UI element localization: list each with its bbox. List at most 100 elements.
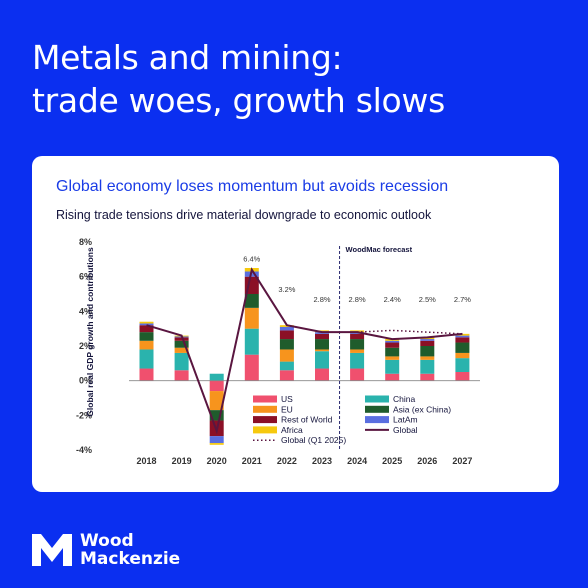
y-tick-label: 8%	[79, 237, 92, 247]
legend-label-rest-of-world: Rest of World	[281, 415, 333, 425]
bar-segment-africa	[139, 321, 154, 324]
bar-segment-china	[139, 349, 154, 369]
bar-segment-eu	[455, 352, 470, 359]
bar-segment-latam	[420, 339, 435, 341]
bar-segment-asia-ex-china	[279, 339, 294, 350]
x-tick-label: 2024	[347, 456, 367, 466]
bar-segment-eu	[174, 347, 189, 353]
bar-segment-eu	[385, 356, 400, 360]
legend-swatch-asia-ex-china	[365, 405, 389, 413]
legend-swatch-us	[253, 395, 277, 403]
bar-segment-us	[455, 372, 470, 381]
bar-segment-eu	[244, 307, 259, 329]
global-line	[146, 267, 463, 435]
bar-segment-china	[315, 351, 329, 369]
headline-line-1: Metals and mining:	[32, 38, 343, 77]
x-tick-label: 2020	[207, 456, 227, 466]
legend-swatch-latam	[365, 416, 389, 424]
data-label: 2.8%	[349, 295, 366, 304]
legend-swatch-rest-of-world	[253, 416, 277, 424]
chart-title: Global economy loses momentum but avoids…	[56, 178, 449, 195]
y-tick-label: 2%	[79, 341, 92, 351]
global-q1-2025-line	[357, 329, 463, 335]
x-tick-label: 2018	[136, 456, 156, 466]
x-tick-label: 2019	[172, 456, 192, 466]
bar-segment-eu	[315, 349, 329, 352]
bar-segment-rest-of-world	[174, 337, 189, 341]
bar-segment-asia-ex-china	[174, 340, 189, 348]
bar-segment-rest-of-world	[315, 333, 329, 340]
bar-segment-china	[209, 373, 224, 381]
bar-segment-us	[244, 354, 259, 381]
bar-segment-africa	[209, 443, 224, 445]
y-tick-label: -2%	[76, 410, 92, 420]
y-tick-label: 4%	[79, 306, 92, 316]
x-tick-label: 2022	[277, 456, 297, 466]
chart-subtitle: Rising trade tensions drive material dow…	[56, 208, 432, 222]
bar-segment-eu	[139, 340, 154, 350]
bar-segment-rest-of-world	[385, 342, 400, 348]
bar-segment-china	[279, 361, 294, 371]
bar-segment-us	[420, 373, 435, 381]
forecast-annotation: WoodMac forecast	[346, 245, 413, 254]
chart-card: Global economy loses momentum but avoids…	[32, 156, 559, 492]
bar-segment-rest-of-world	[139, 325, 154, 333]
gdp-chart: 8% 6% 4% 2% 0% -2% -4% Global real GDP growth a…	[76, 237, 480, 466]
bar-segment-asia-ex-china	[139, 332, 154, 341]
bar-segment-eu	[420, 356, 435, 360]
bar-segment-us	[209, 380, 224, 392]
bar-segment-us	[350, 368, 365, 381]
data-label: 2.7%	[454, 295, 471, 304]
legend-label-asia-ex-china: Asia (ex China)	[393, 404, 451, 414]
bar-segment-rest-of-world	[350, 333, 365, 340]
bar-segment-us	[385, 373, 400, 381]
x-tick-label: 2027	[452, 456, 472, 466]
legend-swatch-africa	[253, 426, 277, 434]
legend-label-global: Global	[393, 425, 418, 435]
y-tick-label: 6%	[79, 272, 92, 282]
y-tick-label: -4%	[76, 445, 92, 455]
bar-segment-latam	[385, 340, 400, 343]
legend-label-africa: Africa	[281, 425, 303, 435]
bar-segment-china	[455, 358, 470, 372]
bar-segment-asia-ex-china	[244, 294, 259, 308]
x-tick-label: 2021	[242, 456, 262, 466]
bar-segment-us	[174, 370, 189, 381]
bar-segment-china	[385, 359, 400, 374]
bar-segment-rest-of-world	[455, 337, 470, 343]
legend-label-eu: EU	[281, 404, 293, 414]
bar-segment-us	[139, 368, 154, 381]
bar-segment-asia-ex-china	[315, 339, 329, 350]
legend-label-global-q1-2025: Global (Q1 2025)	[281, 435, 346, 445]
bar-segment-china	[244, 328, 259, 355]
data-label: 2.5%	[419, 295, 436, 304]
x-tick-label: 2025	[382, 456, 402, 466]
bar-segment-latam	[455, 335, 470, 338]
legend-swatch-eu	[253, 405, 277, 413]
bar-segment-asia-ex-china	[209, 410, 224, 421]
brand-name: Wood Mackenzie	[80, 532, 180, 568]
bar-segment-us	[315, 368, 329, 381]
legend-swatch-china	[365, 395, 389, 403]
bar-segment-latam	[209, 436, 224, 444]
bar-segment-rest-of-world	[420, 340, 435, 346]
data-label: 2.8%	[313, 295, 330, 304]
bar-segment-china	[420, 359, 435, 374]
wood-mackenzie-logo: Wood Mackenzie	[32, 532, 180, 568]
legend-label-latam: LatAm	[393, 415, 418, 425]
brand-line-1: Wood	[80, 531, 134, 551]
bar-segment-latam	[279, 326, 294, 331]
bar-segment-china	[174, 352, 189, 371]
bar-segment-asia-ex-china	[385, 347, 400, 357]
bar-segment-asia-ex-china	[420, 346, 435, 357]
x-tick-label: 2023	[312, 456, 332, 466]
legend-label-china: China	[393, 394, 415, 404]
headline-line-2: trade woes, growth slows	[32, 81, 445, 120]
y-tick-label: 0%	[79, 376, 92, 386]
data-label: 3.2%	[278, 285, 295, 294]
bar-segment-eu	[209, 391, 224, 411]
legend-label-us: US	[281, 394, 293, 404]
bar-segment-rest-of-world	[279, 330, 294, 340]
x-tick-label: 2026	[417, 456, 437, 466]
bar-segment-eu	[350, 349, 365, 353]
